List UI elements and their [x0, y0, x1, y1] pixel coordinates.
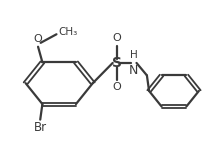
Text: CH₃: CH₃	[59, 27, 78, 37]
Text: O: O	[34, 34, 43, 44]
Text: S: S	[112, 56, 122, 70]
Text: O: O	[112, 33, 121, 43]
Text: H: H	[130, 49, 138, 60]
Text: N: N	[129, 65, 139, 78]
Text: O: O	[112, 82, 121, 92]
Text: Br: Br	[34, 121, 47, 134]
